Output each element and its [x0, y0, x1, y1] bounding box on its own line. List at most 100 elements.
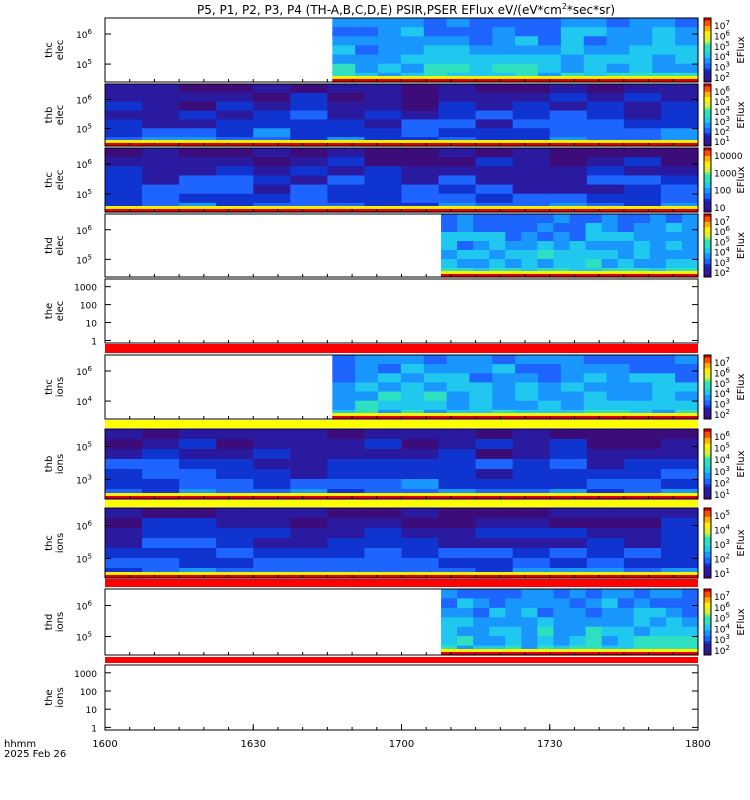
y-tick-label: 106	[76, 224, 92, 237]
spectrogram-cell	[583, 27, 608, 37]
low-energy-band	[105, 140, 698, 143]
colorbar-segment	[704, 127, 711, 131]
spectrogram-cell	[586, 184, 625, 195]
spectrogram-cell	[327, 459, 366, 470]
colorbar-segment	[704, 452, 711, 456]
colorbar-tick-label: 104	[714, 50, 730, 63]
spectrogram-cell	[332, 45, 356, 56]
spectrogram-cell	[652, 45, 676, 56]
spectrogram-cell	[469, 63, 493, 74]
spectrogram-cell	[512, 439, 551, 450]
spectrogram-cell	[364, 128, 403, 138]
colorbar-label: EFlux	[736, 450, 747, 477]
spectrogram-cell	[629, 364, 653, 374]
colorbar-tick-label: 105	[714, 377, 730, 390]
y-tick-label: 106	[76, 365, 92, 378]
colorbar-segment	[704, 112, 711, 116]
spectrogram-cell	[660, 148, 699, 158]
spectrogram-cell	[355, 36, 379, 47]
colorbar-segment	[704, 150, 711, 154]
spectrogram-cell	[606, 373, 631, 384]
colorbar-segment	[704, 42, 711, 46]
spectrogram-cell	[105, 479, 143, 490]
spectrogram-cell	[586, 528, 625, 539]
panel-ylabel: elec	[55, 301, 66, 322]
spectrogram-cell	[290, 469, 328, 480]
spectrogram-cell	[660, 175, 699, 186]
colorbar-segment	[704, 169, 711, 173]
spectrogram-cell	[423, 382, 448, 393]
spectrogram-cell	[446, 400, 471, 411]
colorbar-frame	[703, 147, 712, 213]
spectrogram-cell	[142, 558, 180, 569]
spectrogram-cell	[400, 400, 425, 411]
colorbar-segment	[704, 365, 711, 369]
spectrogram-cell	[364, 175, 403, 186]
spectrogram-cell	[489, 636, 506, 647]
spectrogram-cell	[142, 175, 180, 186]
spectrogram-cell	[665, 589, 683, 600]
spectrogram-cell	[446, 391, 471, 402]
spectrogram-cell	[601, 241, 619, 251]
spectrogram-cell	[142, 538, 180, 549]
spectrogram-cell	[400, 18, 425, 28]
spectrogram-cell	[583, 400, 608, 411]
colorbar-segment	[704, 188, 711, 192]
spectrogram-cell	[623, 459, 662, 470]
spectrogram-cell	[492, 373, 516, 384]
colorbar-segment	[704, 245, 711, 249]
spectrogram-cell	[438, 119, 477, 129]
colorbar-segment	[704, 443, 711, 447]
spectrogram-cell	[537, 617, 555, 628]
spectrogram-cell	[438, 84, 477, 94]
spectrogram-cell	[438, 439, 477, 450]
spectrogram-cell	[179, 101, 217, 112]
spectrogram-cell	[521, 259, 538, 269]
spectrogram-cell	[538, 400, 562, 411]
colorbar-segment	[704, 258, 711, 262]
spectrogram-cell	[378, 54, 402, 65]
spectrogram-cell	[142, 439, 180, 450]
spectrogram-cell	[290, 479, 328, 490]
colorbar-tick-label: 105	[714, 509, 730, 522]
spectrogram-cell	[586, 92, 625, 103]
spectrogram-cell	[553, 598, 571, 609]
spectrogram-cell	[355, 400, 379, 411]
spectrogram-cell	[629, 355, 653, 365]
spectrogram-cell	[665, 259, 683, 269]
spectrogram-cell	[457, 598, 474, 609]
spectrogram-cell	[446, 382, 471, 393]
colorbar-segment	[704, 490, 711, 494]
spectrogram-cell	[327, 429, 366, 440]
colorbar-segment	[704, 531, 711, 535]
spectrogram-cell	[142, 157, 180, 167]
colorbar-segment	[704, 74, 711, 78]
spectrogram-cell	[179, 148, 217, 158]
panel-the-ions: the ions 1000 100 10 1	[44, 664, 699, 734]
spectrogram-cell	[549, 119, 588, 129]
spectrogram-cell	[660, 548, 699, 559]
spectrogram-cell	[586, 449, 625, 460]
spectrogram-cell	[216, 157, 254, 167]
spectrogram-cell	[438, 558, 477, 569]
spectrogram-cell	[105, 518, 143, 529]
spectrogram-cell	[457, 589, 474, 600]
colorbar-segment	[704, 429, 711, 433]
spectrogram-cell	[364, 193, 403, 204]
spectrogram-cell	[660, 429, 699, 440]
spectrogram-cell	[364, 84, 403, 94]
spectrogram-cell	[585, 259, 603, 269]
spectrogram-cell	[290, 128, 328, 138]
spectrogram-cell	[583, 355, 608, 365]
spectrogram-cell	[665, 232, 683, 242]
spectrogram-cell	[660, 128, 699, 138]
spectrogram-cell	[327, 439, 366, 450]
spectrogram-cell	[142, 518, 180, 529]
spectrogram-cell	[649, 607, 667, 618]
spectrogram-cell	[216, 479, 254, 490]
colorbar-tick-label: 106	[714, 430, 730, 443]
spectrogram-cell	[355, 382, 379, 393]
spectrogram-cell	[475, 429, 514, 440]
colorbar-segment	[704, 440, 711, 445]
